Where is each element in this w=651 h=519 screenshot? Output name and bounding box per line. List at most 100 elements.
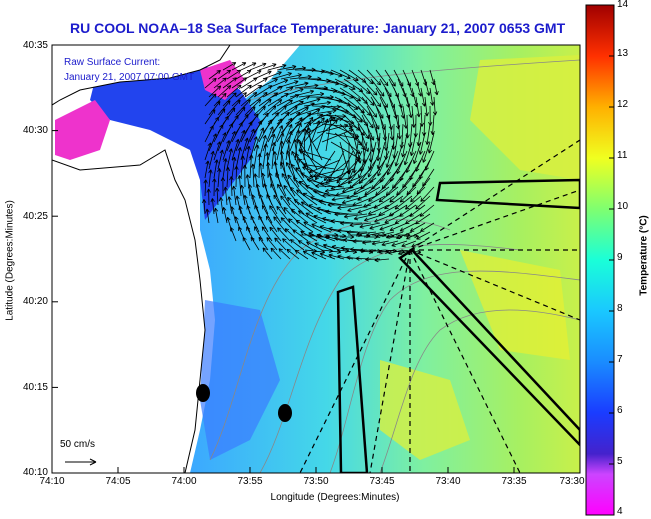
current-vector [416,123,422,147]
current-vector [394,141,404,167]
current-vector [321,193,350,198]
warm-patch-3 [460,250,570,360]
axis-ticks [51,44,581,474]
current-vector [239,184,246,206]
current-vector [299,141,318,170]
current-vector [280,100,304,116]
current-vector [231,122,243,143]
current-annotation-line2: January 21, 2007 07:00 GMT [64,72,195,83]
magenta-patch-2 [200,60,245,100]
colorbar-tick-label: 4 [617,506,623,517]
current-vector [302,192,327,206]
x-axis-label: Longitude (Degrees:Minutes) [270,492,400,503]
current-vector [222,62,237,71]
current-vector [294,97,321,107]
current-vector [250,163,256,188]
current-vector [348,123,365,151]
current-vector [285,117,303,143]
current-vector [313,189,341,197]
current-vector [205,208,210,224]
current-vector [363,213,386,222]
current-vector [266,194,278,215]
current-vector [388,234,403,240]
current-vector [280,73,302,80]
current-vector [244,145,251,170]
current-vector [289,112,312,134]
current-vector [280,195,296,215]
current-vector [295,167,318,188]
current-vector [378,186,399,203]
current-vector [366,87,382,108]
current-vector [401,132,408,158]
current-vector [277,227,291,242]
current-vector [374,257,390,263]
current-vector [240,121,253,143]
current-vector [213,159,219,179]
current-vector [276,94,300,107]
current-vector [271,142,277,170]
current-vector [409,222,426,232]
current-vector [334,78,356,90]
current-vector [298,180,323,197]
current-vector [269,226,282,242]
current-vector [220,177,226,197]
current-vector [384,69,396,87]
current-vector [298,113,324,134]
current-vector [307,120,321,152]
current-vector [328,253,345,260]
current-vector [357,105,374,129]
y-tick-label: 40:15 [22,382,48,393]
shipping-lanes [336,178,580,473]
current-vector [231,156,237,179]
current-vector [208,85,222,98]
colorbar-tick-label: 5 [617,456,623,467]
current-vector [340,221,363,226]
current-vector [267,63,287,71]
current-vector [369,222,390,230]
current-vector [312,104,341,109]
land-ny [52,45,231,106]
current-vector [276,132,285,161]
current-vector [399,186,417,203]
current-vector [229,176,234,197]
current-vector [249,77,268,89]
current-vector [213,92,227,107]
y-axis-label: Latitude (Degrees:Minutes) [4,200,16,321]
current-vector [208,150,215,170]
current-vector [204,125,214,143]
current-vector [267,93,289,107]
current-vector [313,214,336,224]
x-tick-label: 73:45 [369,476,395,487]
current-vector [217,168,222,188]
current-vectors [202,62,439,263]
current-vector [433,78,439,96]
current-vector [262,247,273,260]
current-annotation-line1: Raw Surface Current: [64,57,161,68]
current-vector [218,197,224,215]
current-vector [399,222,417,232]
current-vector [343,237,363,243]
current-vector [231,92,247,107]
current-vector [339,87,361,102]
current-vector [253,85,273,98]
y-tick-label: 40:10 [22,467,48,478]
current-vector [235,69,252,80]
current-vector [271,86,294,98]
current-vector [258,63,277,71]
current-vector [424,96,429,117]
current-vector [367,150,381,178]
current-vector [278,248,291,260]
colorbar-tick-label: 14 [617,0,629,10]
current-vector [213,207,219,224]
current-vector [258,92,279,107]
colorbar-tick-label: 7 [617,354,623,365]
current-vector [299,150,327,170]
current-vector [411,240,426,248]
current-vector [282,238,296,251]
current-vector [416,231,431,240]
current-vector [208,169,213,188]
current-vector [352,96,372,116]
current-vector [210,198,215,215]
current-vector [247,184,255,206]
